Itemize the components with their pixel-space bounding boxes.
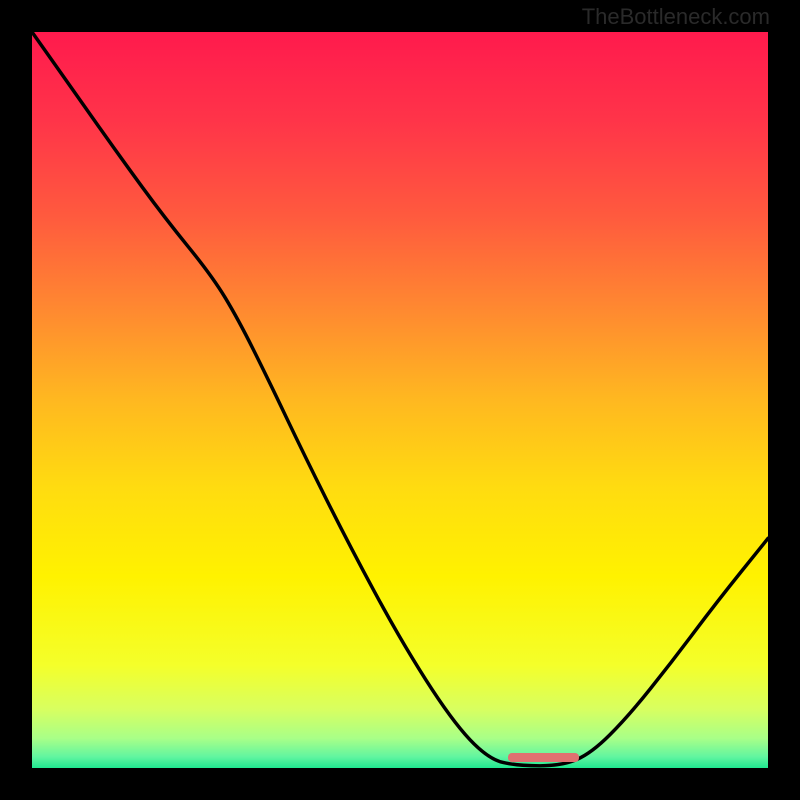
- plot-area: [28, 28, 772, 772]
- bottleneck-chart: TheBottleneck.com: [0, 0, 800, 800]
- optimal-range-marker: [508, 753, 579, 762]
- attribution-link[interactable]: TheBottleneck.com: [582, 4, 770, 30]
- bottleneck-curve: [32, 32, 768, 766]
- curve-layer: [32, 32, 768, 768]
